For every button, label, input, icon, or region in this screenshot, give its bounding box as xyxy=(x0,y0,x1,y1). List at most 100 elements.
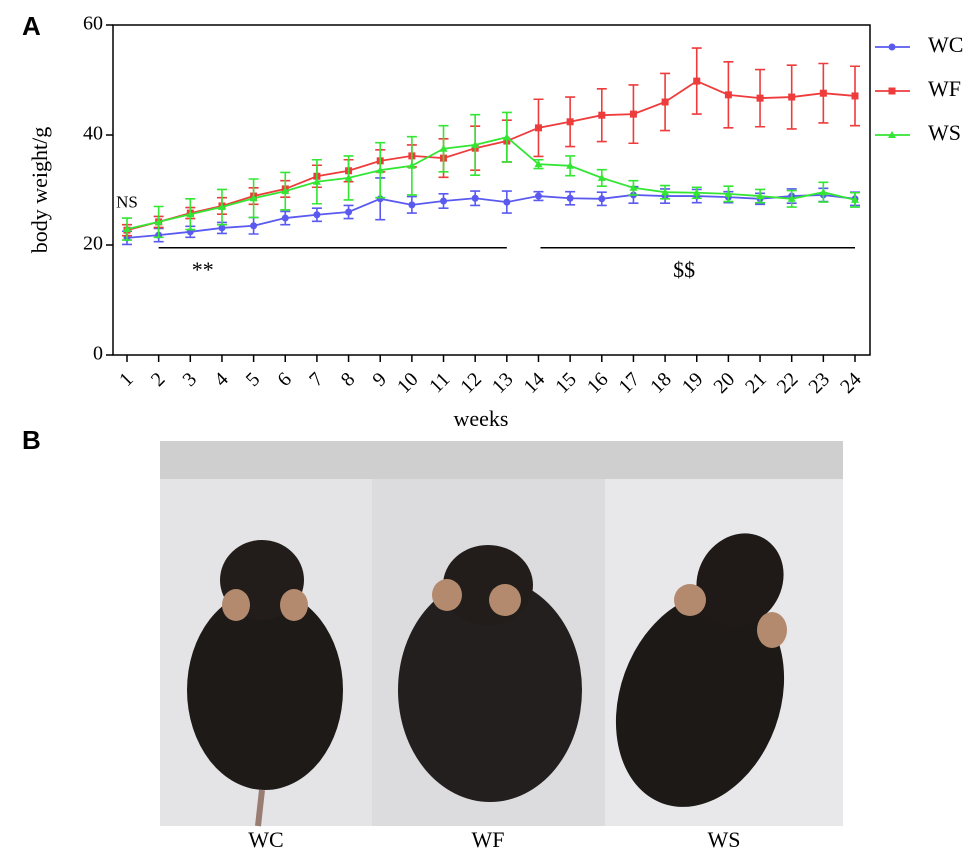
x-tick-label: 21 xyxy=(741,368,771,398)
point xyxy=(440,197,448,205)
series xyxy=(122,177,860,246)
point xyxy=(154,217,163,225)
ear xyxy=(674,584,706,616)
x-tick-label: 2 xyxy=(147,368,170,391)
photo-label: WS xyxy=(708,827,741,852)
legend-marker xyxy=(888,87,896,95)
x-tick-label: 14 xyxy=(520,368,550,398)
x-tick-label: 8 xyxy=(337,368,360,391)
series xyxy=(122,111,860,241)
series-line xyxy=(126,80,856,232)
point xyxy=(566,118,574,126)
point xyxy=(281,187,290,195)
point xyxy=(692,188,701,196)
x-tick-label: 12 xyxy=(456,368,486,398)
series-line xyxy=(126,194,856,239)
point xyxy=(566,194,574,202)
mouse xyxy=(398,578,582,802)
point xyxy=(376,166,385,174)
point xyxy=(661,188,670,196)
point xyxy=(756,192,765,200)
plot-frame xyxy=(112,24,871,356)
annotation: NS xyxy=(116,193,138,212)
point xyxy=(598,111,606,119)
point xyxy=(439,144,448,152)
legend-label: WC xyxy=(928,32,963,57)
y-axis-label: body weight/g xyxy=(27,127,52,254)
point xyxy=(629,110,637,118)
point xyxy=(249,194,258,202)
x-tick-label: 9 xyxy=(368,368,391,391)
x-tick-label: 17 xyxy=(615,368,645,398)
point xyxy=(471,140,480,148)
x-tick-label: 20 xyxy=(709,368,739,398)
photo-label: WF xyxy=(472,827,505,852)
x-tick-label: 11 xyxy=(425,368,454,397)
series-line xyxy=(126,136,856,230)
ruler xyxy=(160,441,843,479)
ear xyxy=(432,579,462,611)
point xyxy=(629,183,638,191)
ear xyxy=(222,589,250,621)
annotation: $$ xyxy=(673,257,695,282)
legend-marker xyxy=(888,43,896,51)
panel-label: B xyxy=(22,425,41,455)
point xyxy=(851,92,859,100)
point xyxy=(851,195,859,203)
x-tick-label: 6 xyxy=(273,368,296,391)
ear xyxy=(280,589,308,621)
x-tick-label: 3 xyxy=(178,368,201,391)
annotation: ** xyxy=(192,257,214,282)
photo-label: WC xyxy=(248,827,283,852)
point xyxy=(534,160,543,168)
x-tick-label: 23 xyxy=(804,368,834,398)
point xyxy=(534,124,542,132)
x-tick-label: 16 xyxy=(583,368,613,398)
point xyxy=(345,208,353,216)
panel-label: A xyxy=(22,11,41,41)
y-tick-label: 20 xyxy=(83,233,103,255)
point xyxy=(218,224,226,232)
point xyxy=(344,173,353,181)
point xyxy=(787,194,796,202)
x-tick-label: 13 xyxy=(488,368,518,398)
point xyxy=(471,194,479,202)
legend-label: WF xyxy=(928,76,961,101)
x-axis-label: weeks xyxy=(454,406,509,431)
x-tick-label: 10 xyxy=(393,368,423,398)
mouse xyxy=(615,593,785,807)
x-tick-label: 4 xyxy=(210,368,233,391)
point xyxy=(724,189,733,197)
photos xyxy=(160,441,843,827)
point xyxy=(534,192,542,200)
x-tick-label: 22 xyxy=(773,368,803,398)
point xyxy=(819,89,827,97)
point xyxy=(186,210,195,218)
point xyxy=(408,201,416,209)
point xyxy=(597,173,606,181)
point xyxy=(661,98,669,106)
point xyxy=(312,177,321,185)
point xyxy=(598,195,606,203)
ear xyxy=(757,612,787,648)
point xyxy=(503,198,511,206)
point xyxy=(693,77,701,85)
y-tick-label: 0 xyxy=(93,343,103,365)
point xyxy=(313,211,321,219)
x-tick-label: 19 xyxy=(678,368,708,398)
point xyxy=(566,161,575,169)
x-tick-label: 15 xyxy=(551,368,581,398)
point xyxy=(281,214,289,222)
point xyxy=(724,91,732,99)
point xyxy=(217,203,226,211)
point xyxy=(788,93,796,101)
legend-marker xyxy=(888,131,896,138)
x-tick-label: 24 xyxy=(836,368,866,398)
point xyxy=(819,188,828,196)
point xyxy=(250,222,258,230)
mouse xyxy=(696,533,784,627)
x-tick-label: 7 xyxy=(305,368,328,391)
point xyxy=(756,94,764,102)
point xyxy=(407,161,416,169)
